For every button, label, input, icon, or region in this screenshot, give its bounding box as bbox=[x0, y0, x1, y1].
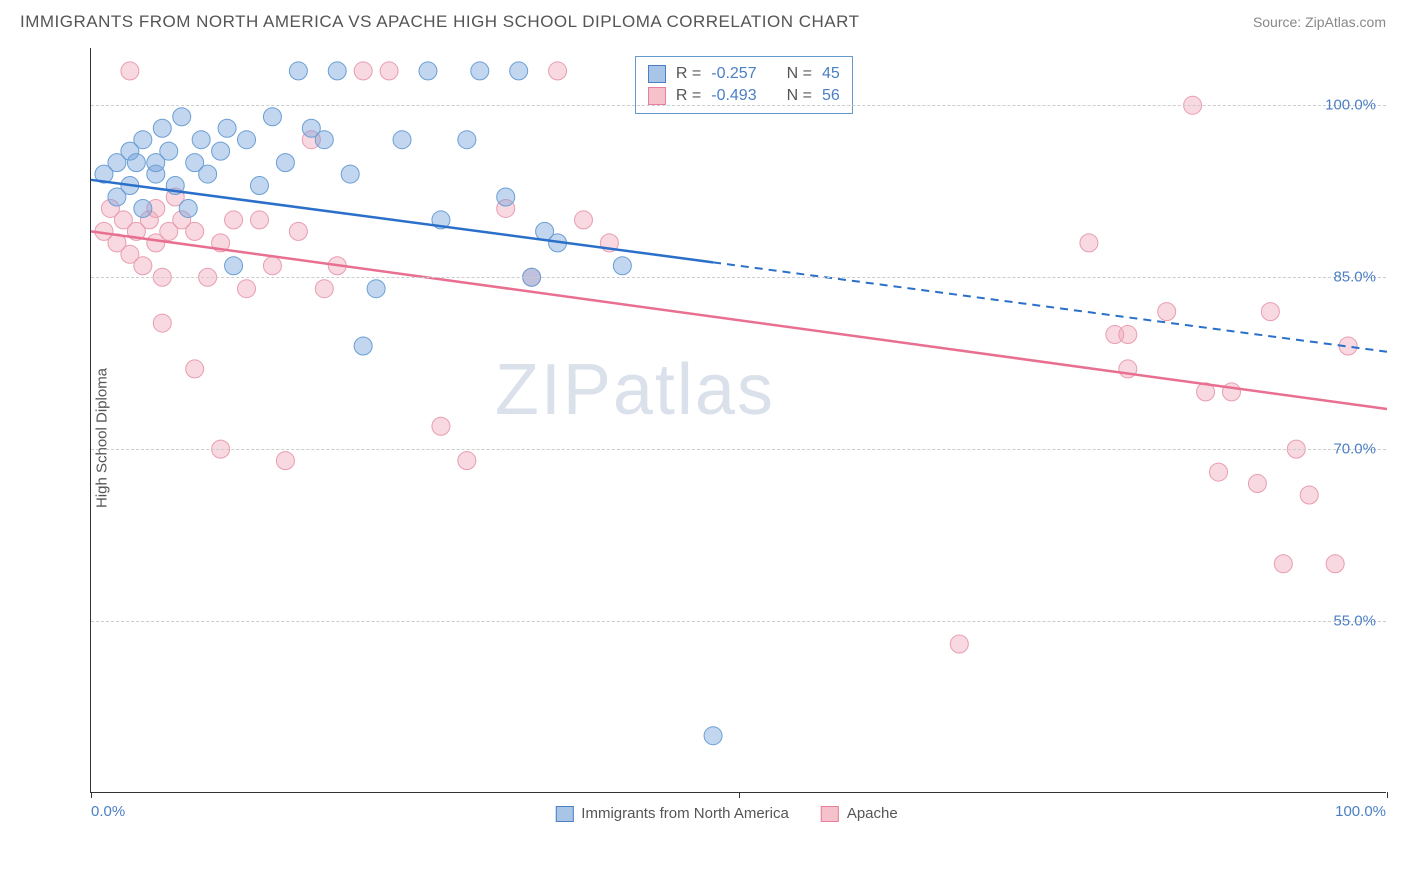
scatter-point bbox=[263, 257, 281, 275]
legend-label: Apache bbox=[847, 805, 898, 822]
scatter-point bbox=[153, 314, 171, 332]
scatter-point bbox=[225, 211, 243, 229]
scatter-point bbox=[354, 62, 372, 80]
scatter-point bbox=[354, 337, 372, 355]
scatter-point bbox=[471, 62, 489, 80]
scatter-point bbox=[134, 257, 152, 275]
scatter-point bbox=[218, 119, 236, 137]
legend-label: Immigrants from North America bbox=[581, 805, 789, 822]
scatter-point bbox=[250, 211, 268, 229]
stats-n-value: 45 bbox=[822, 65, 840, 83]
stats-n-value: 56 bbox=[822, 87, 840, 105]
bottom-legend: Immigrants from North America Apache bbox=[555, 805, 921, 822]
y-tick-label: 100.0% bbox=[1325, 97, 1376, 114]
scatter-point bbox=[432, 417, 450, 435]
y-tick-label: 55.0% bbox=[1333, 613, 1376, 630]
scatter-point bbox=[315, 131, 333, 149]
y-tick-label: 70.0% bbox=[1333, 441, 1376, 458]
stats-r-label: R = bbox=[676, 65, 701, 83]
header: IMMIGRANTS FROM NORTH AMERICA VS APACHE … bbox=[0, 0, 1406, 40]
scatter-point bbox=[950, 635, 968, 653]
stats-r-label: R = bbox=[676, 87, 701, 105]
y-tick-label: 85.0% bbox=[1333, 269, 1376, 286]
stats-n-label: N = bbox=[787, 65, 812, 83]
scatter-point bbox=[289, 62, 307, 80]
stats-r-value: -0.493 bbox=[711, 87, 756, 105]
scatter-point bbox=[613, 257, 631, 275]
scatter-point bbox=[1274, 555, 1292, 573]
scatter-point bbox=[160, 142, 178, 160]
scatter-point bbox=[192, 131, 210, 149]
scatter-point bbox=[1326, 555, 1344, 573]
scatter-point bbox=[510, 62, 528, 80]
scatter-point bbox=[127, 154, 145, 172]
stats-r-value: -0.257 bbox=[711, 65, 756, 83]
scatter-point bbox=[1261, 303, 1279, 321]
stats-swatch bbox=[648, 65, 666, 83]
scatter-point bbox=[458, 452, 476, 470]
scatter-point bbox=[179, 199, 197, 217]
gridline bbox=[91, 277, 1386, 278]
chart-container: High School Diploma ZIPatlas R =-0.257N … bbox=[60, 48, 1386, 828]
scatter-point bbox=[1210, 463, 1228, 481]
scatter-point bbox=[153, 119, 171, 137]
scatter-point bbox=[328, 62, 346, 80]
scatter-point bbox=[276, 452, 294, 470]
stats-row: R = -0.493 N = 56 bbox=[648, 85, 840, 107]
scatter-point bbox=[1119, 326, 1137, 344]
scatter-point bbox=[549, 62, 567, 80]
legend-swatch bbox=[555, 806, 573, 822]
scatter-point bbox=[341, 165, 359, 183]
regression-line bbox=[91, 231, 1387, 409]
scatter-point bbox=[263, 108, 281, 126]
x-tick bbox=[91, 792, 92, 798]
scatter-point bbox=[458, 131, 476, 149]
scatter-point bbox=[134, 199, 152, 217]
scatter-point bbox=[173, 108, 191, 126]
scatter-point bbox=[574, 211, 592, 229]
gridline bbox=[91, 105, 1386, 106]
scatter-point bbox=[238, 280, 256, 298]
scatter-point bbox=[276, 154, 294, 172]
regression-line-dashed bbox=[713, 262, 1387, 351]
plot-area: ZIPatlas R =-0.257N =45R =-0.493N =56 10… bbox=[90, 48, 1386, 793]
x-tick bbox=[739, 792, 740, 798]
scatter-point bbox=[186, 222, 204, 240]
scatter-point bbox=[419, 62, 437, 80]
scatter-point bbox=[289, 222, 307, 240]
gridline bbox=[91, 621, 1386, 622]
scatter-point bbox=[380, 62, 398, 80]
scatter-point bbox=[1080, 234, 1098, 252]
scatter-point bbox=[704, 727, 722, 745]
scatter-point bbox=[199, 165, 217, 183]
scatter-point bbox=[1248, 475, 1266, 493]
scatter-point bbox=[393, 131, 411, 149]
plot-svg bbox=[91, 48, 1386, 792]
scatter-point bbox=[121, 62, 139, 80]
gridline bbox=[91, 449, 1386, 450]
scatter-point bbox=[315, 280, 333, 298]
scatter-point bbox=[1222, 383, 1240, 401]
scatter-point bbox=[497, 188, 515, 206]
scatter-point bbox=[212, 142, 230, 160]
stats-n-label: N = bbox=[787, 87, 812, 105]
scatter-point bbox=[1300, 486, 1318, 504]
scatter-point bbox=[250, 177, 268, 195]
x-tick-label: 100.0% bbox=[1335, 803, 1386, 820]
scatter-point bbox=[225, 257, 243, 275]
legend-swatch bbox=[821, 806, 839, 822]
chart-title: IMMIGRANTS FROM NORTH AMERICA VS APACHE … bbox=[20, 12, 860, 32]
scatter-point bbox=[238, 131, 256, 149]
stats-row: R = -0.257 N = 45 bbox=[648, 63, 840, 85]
scatter-point bbox=[134, 131, 152, 149]
scatter-point bbox=[186, 360, 204, 378]
x-tick-label: 0.0% bbox=[91, 803, 125, 820]
stats-swatch bbox=[648, 87, 666, 105]
scatter-point bbox=[1158, 303, 1176, 321]
source-label: Source: ZipAtlas.com bbox=[1253, 14, 1386, 30]
x-tick bbox=[1387, 792, 1388, 798]
scatter-point bbox=[367, 280, 385, 298]
